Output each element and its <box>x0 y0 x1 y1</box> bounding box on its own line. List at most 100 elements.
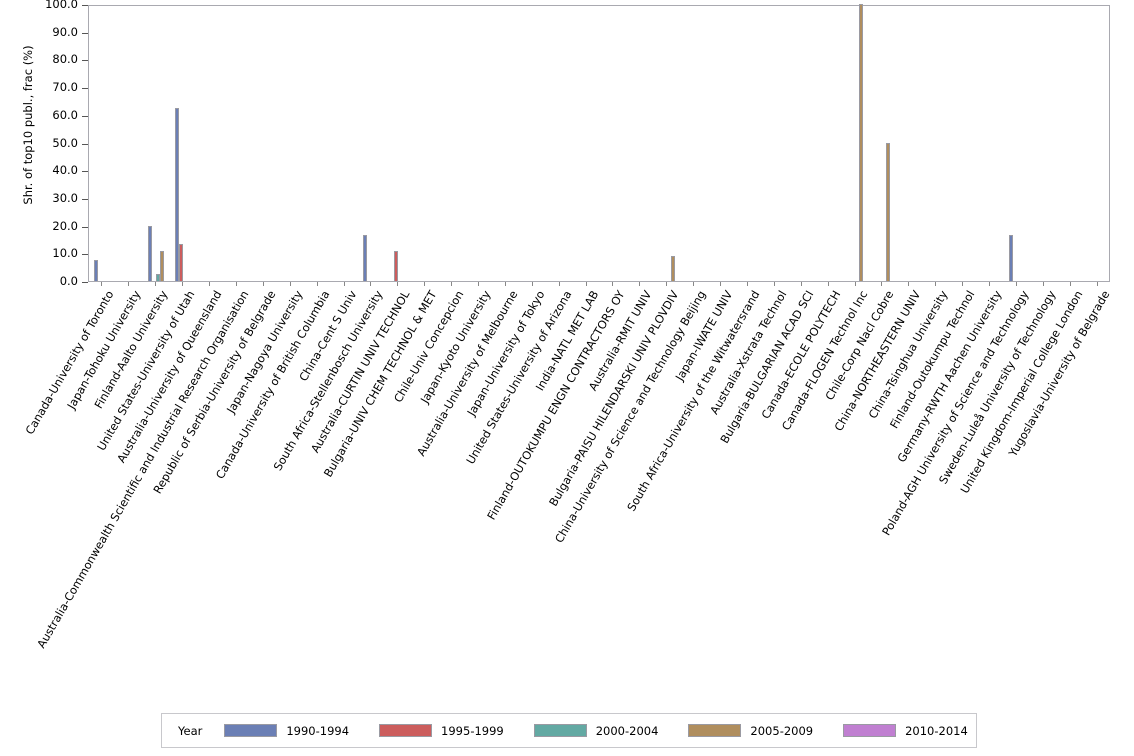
legend-swatch <box>379 724 433 737</box>
y-axis-tick-mark <box>82 198 88 200</box>
x-axis-tick <box>639 282 641 286</box>
x-axis-tick <box>612 282 614 286</box>
x-axis-tick <box>209 282 211 286</box>
x-axis-tick <box>531 282 533 286</box>
x-axis-tick <box>827 282 829 286</box>
bar <box>859 4 864 281</box>
y-axis-tick: 40.0 <box>0 163 88 177</box>
legend-label: 2010-2014 <box>905 723 968 738</box>
y-axis-tick-label: 60.0 <box>52 107 78 122</box>
y-axis-tick-mark <box>82 282 88 283</box>
legend-items: 1990-1994 1995-1999 2000-2004 2005-2009 2010… <box>224 724 997 738</box>
legend-title: Year <box>178 723 203 738</box>
bar <box>174 107 179 281</box>
y-axis-tick-label: 20.0 <box>52 218 78 233</box>
legend-swatch <box>843 724 897 737</box>
bar <box>159 250 164 281</box>
x-axis-tick <box>988 282 990 286</box>
x-axis-tick <box>289 282 291 286</box>
bar <box>155 273 160 281</box>
y-axis-tick-mark <box>82 5 88 6</box>
x-axis-tick <box>800 282 802 286</box>
y-axis-tick-label: 40.0 <box>52 163 78 178</box>
x-axis-tick <box>128 282 130 286</box>
y-axis-tick-label: 30.0 <box>52 190 78 205</box>
bar <box>363 234 368 281</box>
x-axis-tick <box>477 282 479 286</box>
y-axis-tick-label: 100.0 <box>45 0 78 11</box>
y-axis-tick: 100.0 <box>0 0 88 11</box>
x-axis-tick <box>504 282 506 286</box>
plot-area <box>88 4 1110 282</box>
legend-item[interactable]: 2005-2009 <box>688 724 813 738</box>
x-axis-tick <box>558 282 560 286</box>
legend-item[interactable]: 1995-1999 <box>379 724 504 738</box>
y-axis-tick-mark <box>82 171 88 173</box>
y-axis-tick: 30.0 <box>0 191 88 205</box>
y-axis-tick-mark <box>82 115 88 117</box>
x-axis-tick <box>720 282 722 286</box>
legend-label: 2005-2009 <box>750 723 814 738</box>
x-axis-tick <box>773 282 775 286</box>
x-axis-tick <box>1096 282 1098 286</box>
legend-item[interactable]: 2010-2014 <box>843 724 968 738</box>
y-axis-tick: 90.0 <box>0 25 88 39</box>
y-axis-title: Shr. of top10 publ., frac (%) <box>21 45 35 205</box>
x-axis-tick <box>397 282 399 286</box>
x-axis-tick <box>155 282 157 286</box>
bar-layer <box>89 4 1109 281</box>
y-axis-tick-label: 80.0 <box>52 52 78 67</box>
bar <box>94 259 99 281</box>
x-axis-tick <box>235 282 237 286</box>
legend-label: 1990-1994 <box>286 723 350 738</box>
legend-label: 2000-2004 <box>595 723 659 738</box>
bar <box>178 243 183 281</box>
legend-item[interactable]: 2000-2004 <box>533 723 659 738</box>
y-axis-tick-label: 0.0 <box>59 274 78 288</box>
y-axis-tick-label: 50.0 <box>52 135 78 150</box>
x-axis-tick <box>1015 282 1017 286</box>
legend-swatch <box>688 724 742 737</box>
y-axis-tick-label: 70.0 <box>52 80 78 95</box>
x-axis-tick <box>424 282 426 286</box>
bar <box>886 142 891 281</box>
x-axis-tick <box>182 282 184 286</box>
bar <box>393 250 398 281</box>
y-axis-tick-mark <box>82 60 88 62</box>
x-axis-tick <box>451 282 453 286</box>
x-axis-tick <box>1069 282 1071 286</box>
legend-swatch <box>224 724 278 737</box>
legend: Year 1990-1994 1995-1999 2000-2004 2005-200… <box>161 713 977 748</box>
x-axis-tick <box>343 282 345 286</box>
x-axis-tick <box>746 282 748 286</box>
x-axis-tick <box>262 282 264 286</box>
x-axis-tick <box>1042 282 1044 286</box>
x-axis-tick <box>666 282 668 286</box>
y-axis-tick: 10.0 <box>0 246 88 260</box>
bar <box>147 225 152 281</box>
y-axis-tick-mark <box>82 143 88 145</box>
legend-item[interactable]: 1990-1994 <box>224 724 349 738</box>
y-axis-tick: 60.0 <box>0 108 88 122</box>
y-axis-tick-label: 10.0 <box>52 246 78 261</box>
bar <box>1008 234 1013 281</box>
y-axis-tick-mark <box>82 226 88 228</box>
y-axis-tick-label: 90.0 <box>52 24 78 39</box>
legend-swatch <box>533 724 587 737</box>
x-axis-tick <box>316 282 318 286</box>
x-axis-tick <box>370 282 372 286</box>
x-axis-tick <box>962 282 964 286</box>
y-axis-tick-mark <box>82 254 88 256</box>
x-axis-tick <box>693 282 695 286</box>
y-axis-tick: 70.0 <box>0 80 88 94</box>
y-axis-tick: 80.0 <box>0 52 88 66</box>
x-axis-tick-label: Bulgaria-PAISU HILENDARSKI UNIV PLOVDIV <box>547 288 682 509</box>
y-axis-tick: 20.0 <box>0 219 88 233</box>
legend-label: 1995-1999 <box>441 723 504 738</box>
x-axis-tick <box>908 282 910 286</box>
x-axis-tick <box>854 282 856 286</box>
x-axis-tick <box>585 282 587 286</box>
y-axis-tick-mark <box>82 88 88 90</box>
x-axis-tick <box>101 282 103 286</box>
